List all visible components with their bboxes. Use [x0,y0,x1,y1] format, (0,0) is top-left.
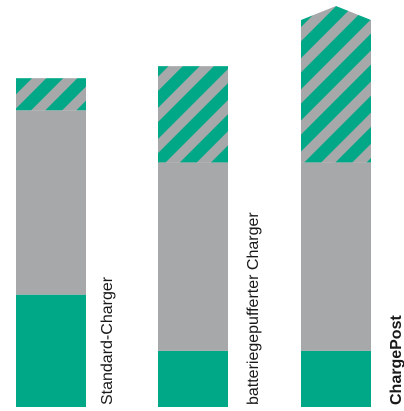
bar-2-segment-1 [301,162,371,351]
bar-0-segment-0 [16,294,86,407]
category-label-0: Standard-Charger [99,276,116,405]
bar-2-segment-0 [301,350,371,407]
bar-2-segment-2 [301,6,371,163]
category-label-1: batteriegepufferter Charger [245,212,262,405]
category-label-2: ChargePost [388,315,404,405]
bar-1-segment-0 [158,350,228,407]
bar-1-segment-1 [158,162,228,351]
bar-0-segment-2 [16,78,86,111]
category-labels: Standard-Charger batteriegepufferter Char… [99,212,404,405]
bar-0-segment-1 [16,110,86,295]
bars-group [16,6,371,407]
bar-1-segment-2 [158,66,228,163]
